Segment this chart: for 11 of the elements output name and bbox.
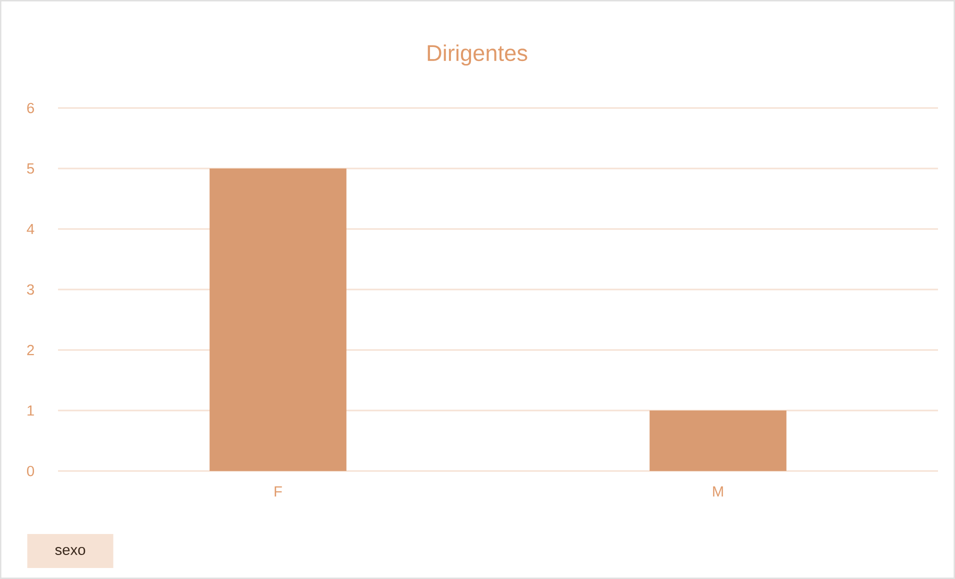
y-tick-label: 3 bbox=[27, 284, 34, 295]
text: sexo bbox=[55, 546, 86, 556]
x-tick-label: M bbox=[713, 486, 723, 496]
y-tick-label: 1 bbox=[28, 405, 34, 416]
chart-title: Dirigentes bbox=[428, 44, 528, 66]
y-tick-label: 4 bbox=[26, 224, 34, 234]
y-tick-label: 2 bbox=[27, 344, 34, 356]
y-tick-label: 5 bbox=[27, 163, 34, 174]
x-tick-label: F bbox=[274, 486, 282, 496]
y-tick-label: 6 bbox=[27, 102, 34, 114]
y-tick-label: 0 bbox=[27, 466, 34, 476]
